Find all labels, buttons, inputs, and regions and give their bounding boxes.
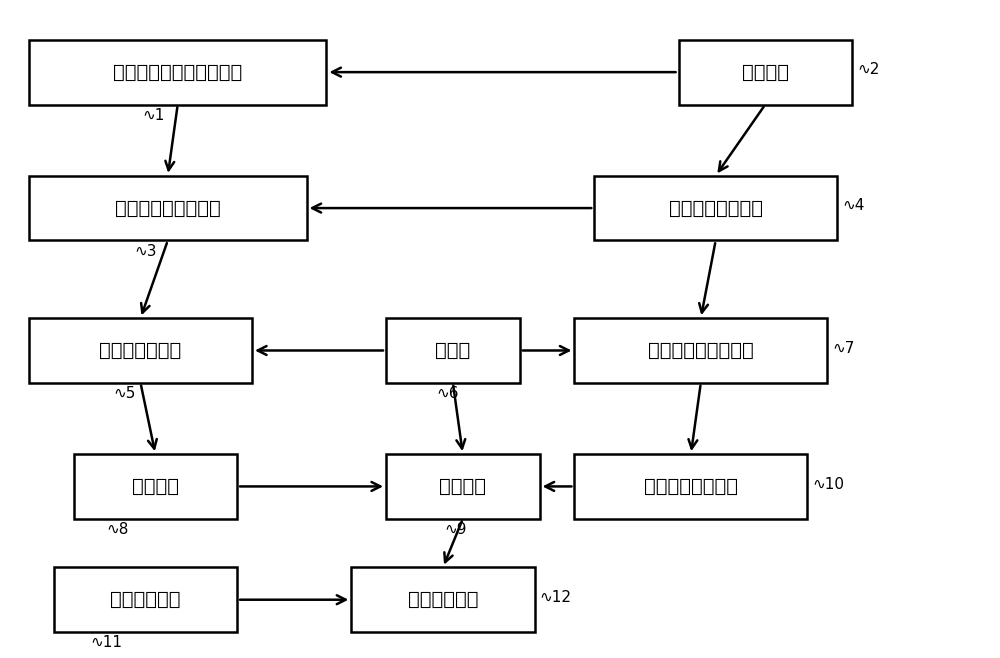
Text: 点云模型建立单元: 点云模型建立单元 (669, 199, 763, 218)
Text: 障碍物模型建立单元: 障碍物模型建立单元 (115, 199, 221, 218)
Text: ∿11: ∿11 (90, 636, 122, 650)
Text: ∿9: ∿9 (444, 522, 467, 537)
Text: 关节角获取单元: 关节角获取单元 (99, 341, 182, 360)
Text: ∿1: ∿1 (142, 108, 164, 123)
Text: 摄像单元: 摄像单元 (742, 63, 789, 82)
Text: ∿7: ∿7 (832, 341, 855, 356)
Text: 移动路径检测单元: 移动路径检测单元 (644, 477, 738, 496)
Text: 人工调整单元: 人工调整单元 (110, 590, 181, 609)
Text: ∿12: ∿12 (540, 590, 572, 605)
FancyBboxPatch shape (29, 39, 326, 105)
Text: ∿6: ∿6 (437, 386, 459, 401)
Text: 判断单元: 判断单元 (439, 477, 486, 496)
FancyBboxPatch shape (54, 567, 237, 632)
Text: ∿2: ∿2 (857, 63, 879, 78)
Text: 三维坐标系建立单元: 三维坐标系建立单元 (648, 341, 754, 360)
FancyBboxPatch shape (594, 176, 837, 240)
FancyBboxPatch shape (386, 318, 520, 383)
FancyBboxPatch shape (29, 176, 307, 240)
Text: 单片机: 单片机 (435, 341, 471, 360)
FancyBboxPatch shape (386, 454, 540, 519)
FancyBboxPatch shape (74, 454, 237, 519)
Text: 计算单元: 计算单元 (132, 477, 179, 496)
FancyBboxPatch shape (679, 39, 852, 105)
Text: 路径导出单元: 路径导出单元 (408, 590, 478, 609)
FancyBboxPatch shape (29, 318, 252, 383)
FancyBboxPatch shape (574, 318, 827, 383)
Text: ∿8: ∿8 (106, 522, 129, 537)
Text: ∿3: ∿3 (134, 243, 157, 259)
FancyBboxPatch shape (574, 454, 807, 519)
Text: ∿5: ∿5 (114, 386, 136, 401)
Text: 装配机器人模型建立单元: 装配机器人模型建立单元 (113, 63, 242, 82)
FancyBboxPatch shape (351, 567, 535, 632)
Text: ∿10: ∿10 (812, 476, 844, 492)
Text: ∿4: ∿4 (842, 198, 864, 213)
